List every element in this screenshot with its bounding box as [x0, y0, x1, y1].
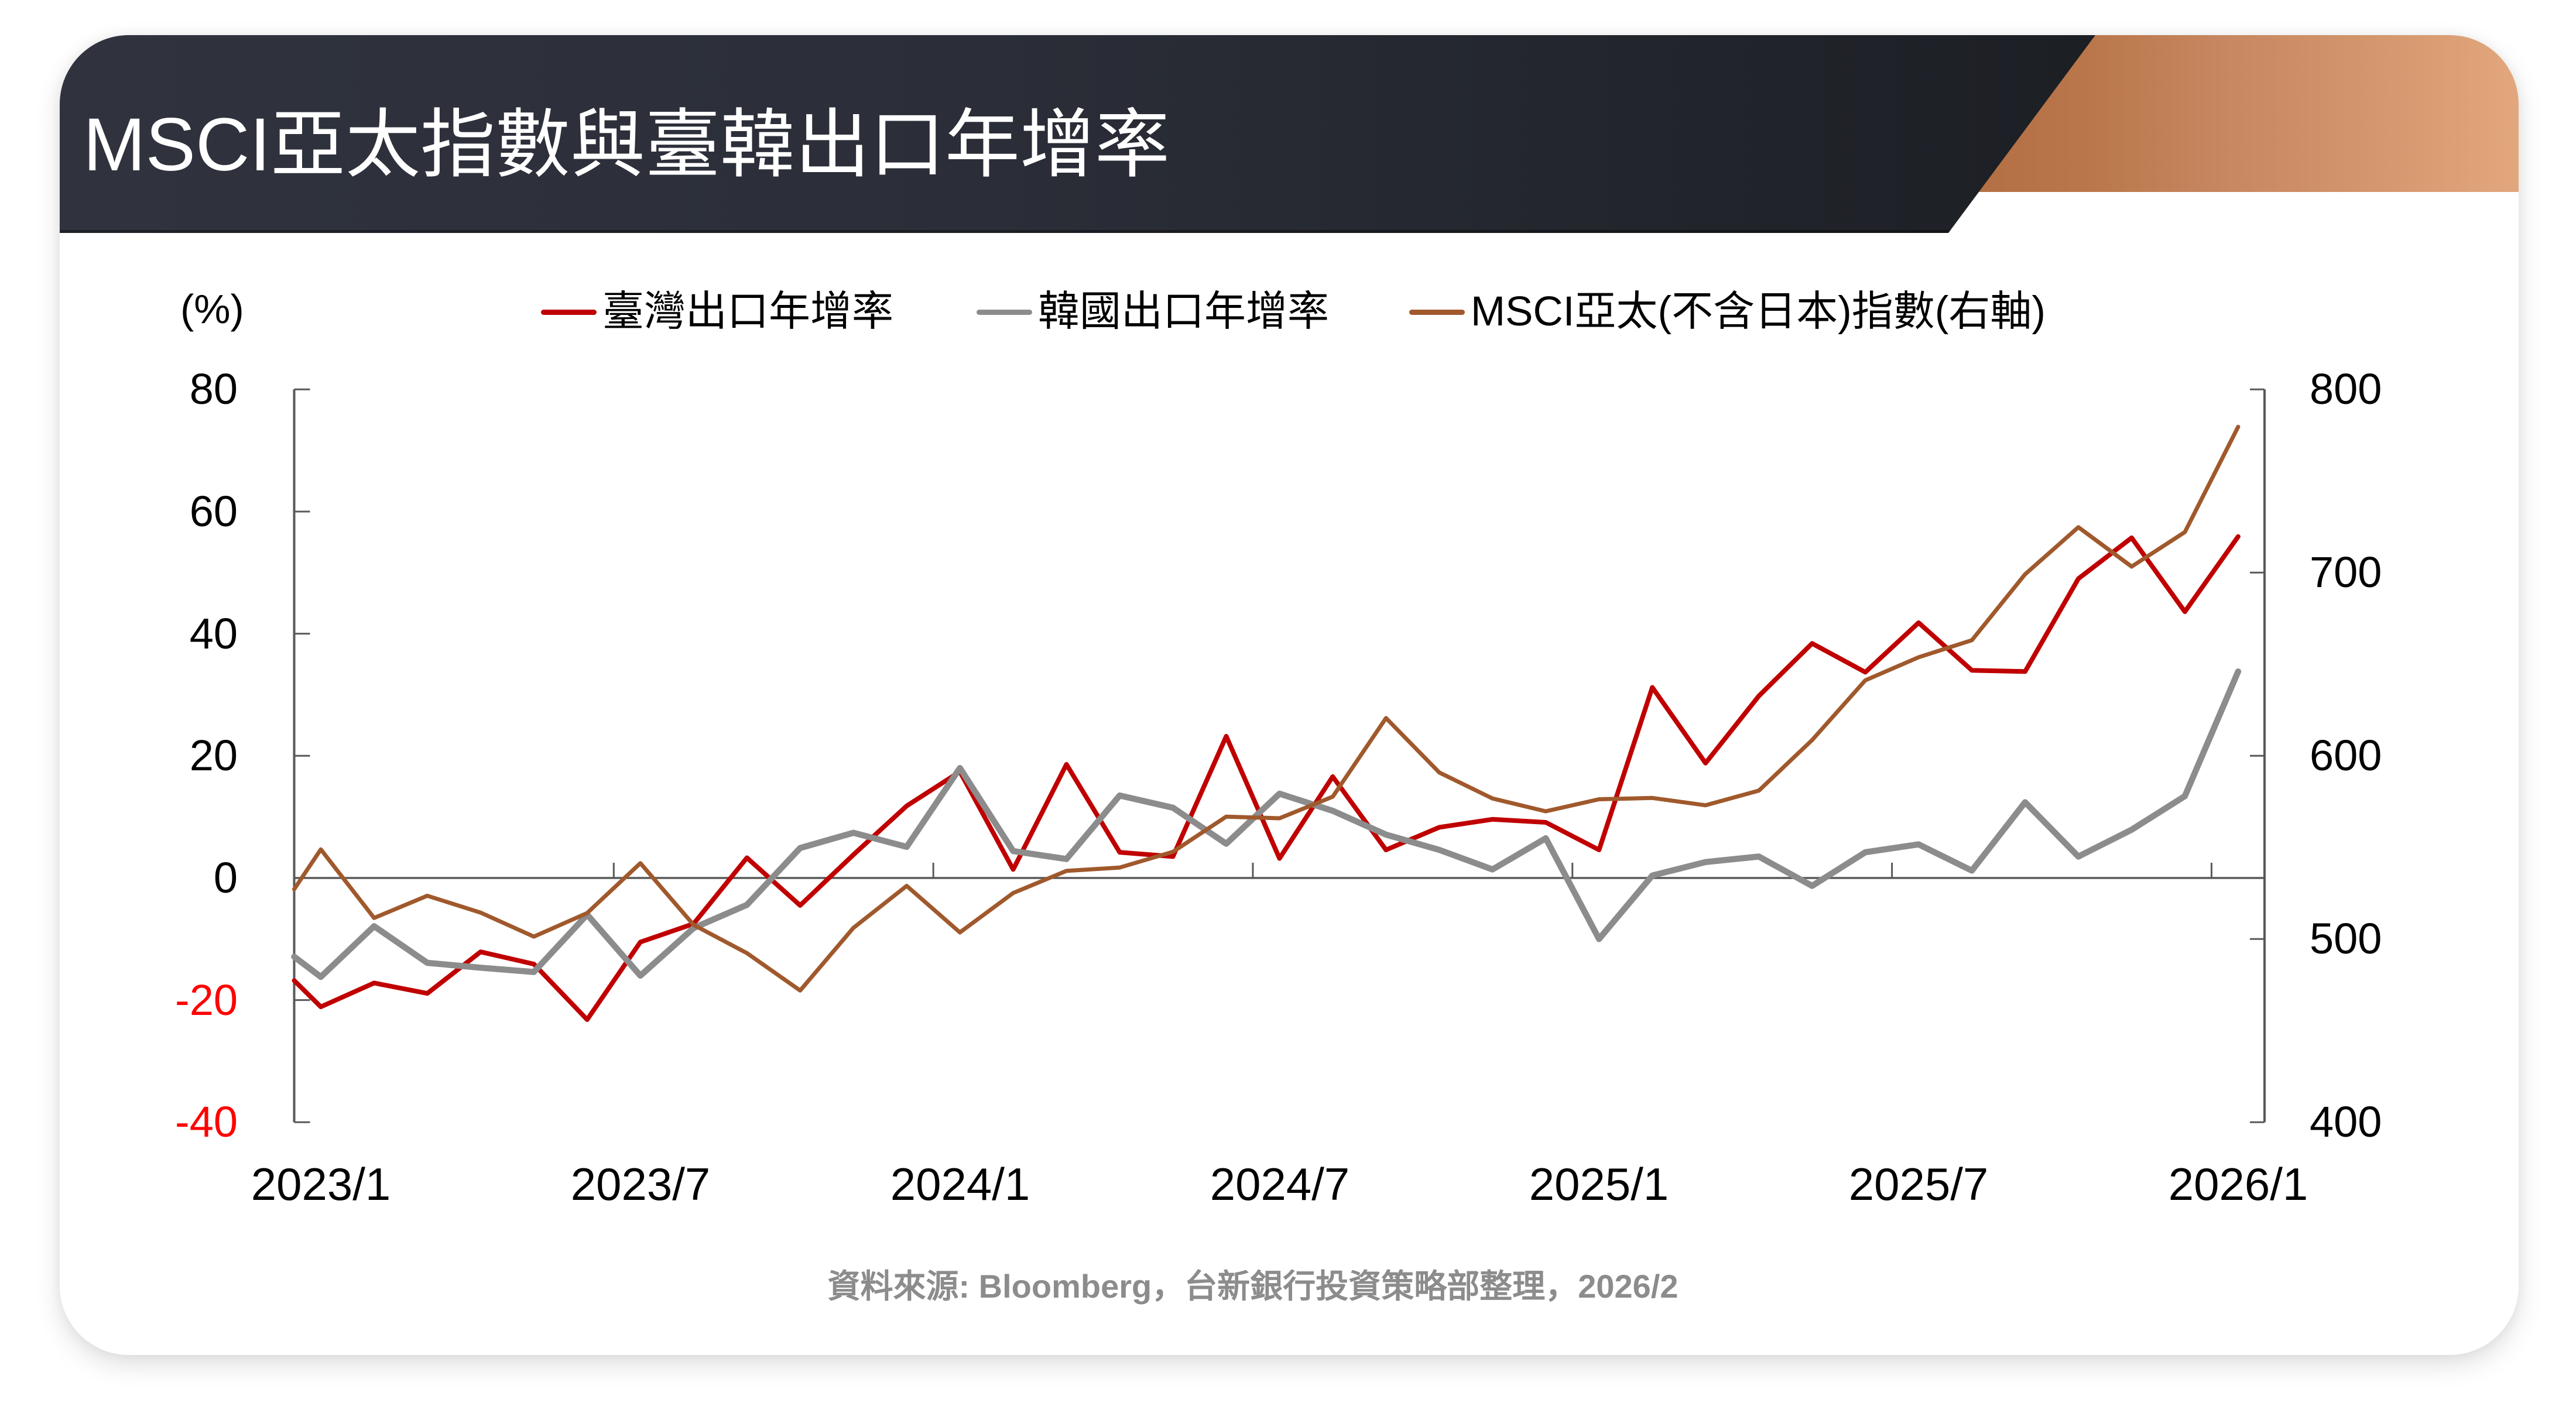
legend-item-korea-exports: 韓國出口年增率: [977, 286, 1329, 338]
legend-label: 臺灣出口年增率: [602, 289, 894, 335]
legend-line-icon: [1409, 309, 1465, 315]
left-axis-tick-label: 0: [213, 853, 238, 902]
x-axis-tick-label: 2025/7: [1848, 1158, 1989, 1210]
chart-series: [291, 424, 2242, 1022]
x-axis-tick-label: 2024/7: [1210, 1158, 1350, 1210]
right-axis-tick-label: 400: [2310, 1097, 2382, 1146]
x-axis-tick-label: 2023/1: [251, 1158, 391, 1210]
left-axis-tick-label: 80: [189, 365, 238, 413]
legend-item-taiwan-exports: 臺灣出口年增率: [541, 286, 893, 338]
x-axis-tick-label: 2023/7: [570, 1158, 711, 1210]
series-line-msci-asia-ex-japan: [292, 424, 2241, 993]
legend-line-icon: [541, 309, 597, 315]
right-axis-tick-label: 800: [2310, 365, 2382, 413]
right-axis-tick-label: 500: [2310, 914, 2382, 963]
source-note: 資料來源: Bloomberg，台新銀行投資策略部整理，2026/2: [827, 1268, 1678, 1305]
right-axis-tick-label: 600: [2310, 731, 2382, 780]
left-axis-tick-label: -20: [175, 976, 238, 1024]
page-title: MSCI亞太指數與臺韓出口年增率: [83, 103, 1170, 187]
legend-label: MSCI亞太(不含日本)指數(右軸): [1471, 289, 2046, 335]
left-axis-tick-label: 40: [189, 609, 238, 658]
legend-line-icon: [977, 309, 1032, 315]
left-axis-tick-label: 60: [189, 487, 238, 536]
series-line-taiwan-exports-yoy: [292, 534, 2241, 1022]
chart-card: MSCI亞太指數與臺韓出口年增率: [60, 35, 2519, 1355]
x-axis-tick-label: 2025/1: [1529, 1158, 1669, 1210]
legend-label: 韓國出口年增率: [1038, 289, 1330, 335]
y-axis-unit-label: (%): [180, 286, 244, 332]
x-axis-tick-label: 2024/1: [890, 1158, 1030, 1210]
left-axis-tick-label: -40: [175, 1097, 238, 1146]
x-axis-tick-label: 2026/1: [2168, 1158, 2308, 1210]
left-axis-tick-label: 20: [189, 731, 238, 780]
title-banner: MSCI亞太指數與臺韓出口年增率: [60, 35, 2095, 233]
legend-item-msci-index: MSCI亞太(不含日本)指數(右軸): [1409, 286, 2046, 338]
right-axis-tick-label: 700: [2310, 548, 2382, 596]
